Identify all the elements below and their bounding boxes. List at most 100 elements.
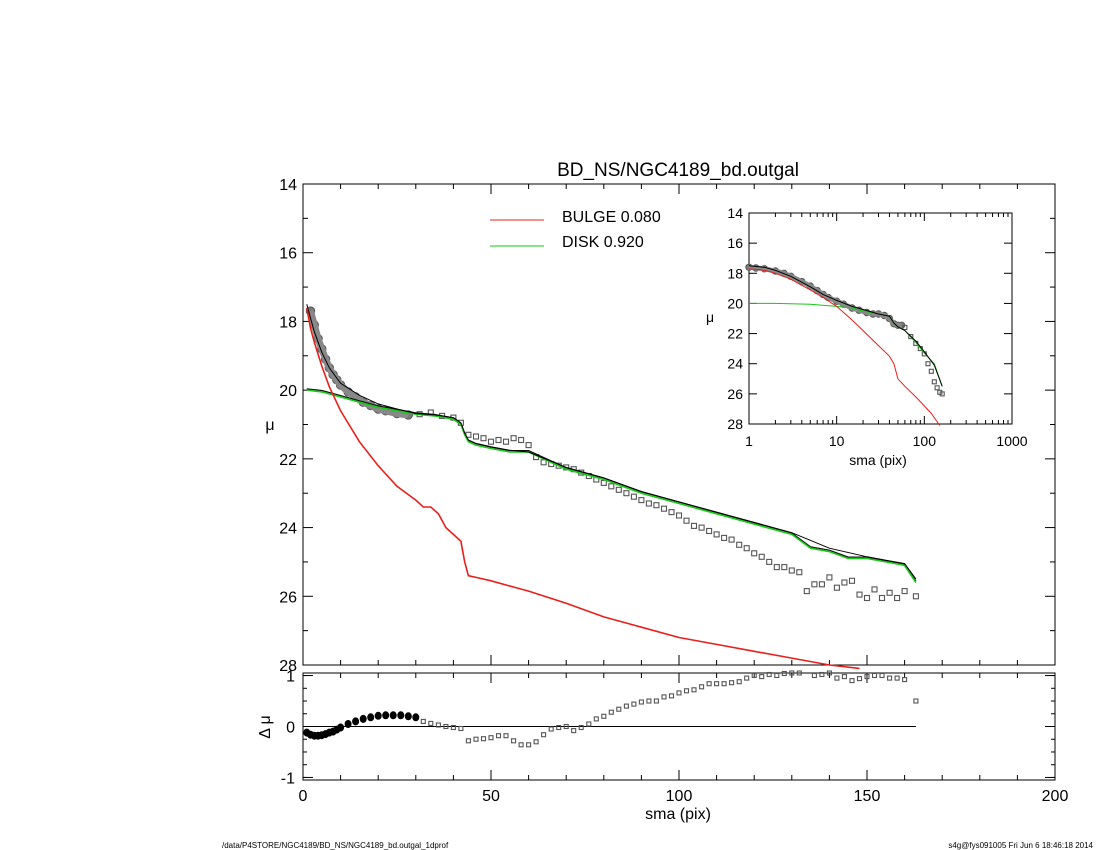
residual-point [879,672,885,679]
main-data-point [803,588,810,595]
main-data-point [833,584,840,591]
residual-y-tick-label: -1 [281,770,295,787]
residual-y-tick-label: 1 [286,669,295,686]
residual-point [608,709,614,715]
residual-point [533,739,539,745]
residual-point [811,672,817,679]
residual-point [586,721,592,727]
residual-point [593,716,599,722]
residual-point [389,711,397,720]
residual-point [473,736,479,742]
legend-bulge-label: BULGE 0.080 [562,209,661,226]
main-data-point [472,433,480,440]
x-tick-label: 0 [299,788,308,805]
legend-disk-label: DISK 0.920 [562,234,644,251]
residual-point [819,671,825,678]
main-data-point [540,459,547,466]
main-y-axis-label: μ [265,417,274,434]
main-data-point [894,594,901,602]
residual-point [774,672,780,679]
residual-point [729,680,735,686]
main-data-point [608,483,615,490]
main-data-point [736,541,743,548]
residual-point [721,681,727,687]
main-data-point [623,490,630,497]
residual-point [759,674,765,680]
main-data-point [487,438,495,445]
main-data-point [690,522,698,529]
residual-point [676,690,682,696]
residual-point [856,676,863,682]
x-tick-label: 200 [1042,788,1069,805]
x-tick-label: 100 [666,788,693,805]
main-data-point [660,505,668,512]
inset-model-curve [748,265,943,387]
inset-plot-frame [748,212,1013,425]
residual-point [631,701,637,707]
main-y-tick-label: 16 [279,246,297,263]
main-y-tick-label: 20 [279,383,297,400]
residual-point [699,684,705,690]
residual-point [668,693,675,699]
x-tick-label: 150 [854,788,881,805]
main-data-point [630,493,637,500]
inset-y-axis-label: μ [706,309,714,325]
residual-point [751,672,757,679]
main-data-inner-profile [307,310,409,419]
residual-point [894,675,900,681]
main-data-point [848,577,856,584]
residual-point [428,720,434,726]
residual-point [653,698,659,704]
main-data-point [668,509,675,516]
residual-point [691,687,697,693]
inset-data-point [928,368,934,374]
main-disk-curve [306,389,917,583]
residual-point [556,724,562,731]
residual-point [871,672,878,679]
residual-point [601,713,607,719]
residual-point [849,678,855,684]
residual-point [420,718,426,724]
residual-point [480,736,487,742]
inset-y-tick-label: 18 [727,265,743,281]
inset-x-tick-label: 1000 [996,433,1027,449]
inset-x-tick-label: 1 [745,433,753,449]
main-data-point [773,564,780,571]
main-data-point [683,517,690,524]
residual-point [541,732,547,738]
inset-x-tick-label: 10 [829,433,845,449]
residual-point [548,726,554,732]
residual-point [913,698,919,704]
main-y-tick-label: 24 [279,521,297,538]
residual-point [443,723,449,730]
main-data-point [788,567,795,574]
residual-point [616,706,622,712]
residual-point [683,688,690,694]
inset-y-tick-label: 24 [727,356,743,372]
main-data-point [766,558,773,565]
main-data-point [615,486,622,493]
main-data-point [826,574,833,581]
main-bulge-curve [306,307,860,670]
residual-point [646,698,652,704]
residual-point [571,728,577,734]
residual-point [736,679,742,685]
main-data-point [728,536,735,543]
main-data-markers [305,306,919,602]
inset-bulge-curve [748,268,941,426]
residual-point [503,733,509,739]
residual-point [397,711,405,720]
residual-point [744,675,750,681]
inset-disk-curve [749,302,943,387]
main-data-point [502,438,510,445]
footer-file-path: /data/P4STORE/NGC4189/BD_NS/NGC4189_bd.o… [222,841,449,850]
residual-point [344,720,352,728]
main-data-point [510,435,517,442]
residual-point [902,677,908,683]
residual-point [623,703,629,709]
inset-y-tick-label: 22 [727,326,743,342]
residual-point [826,670,832,676]
main-data-point [713,531,720,538]
